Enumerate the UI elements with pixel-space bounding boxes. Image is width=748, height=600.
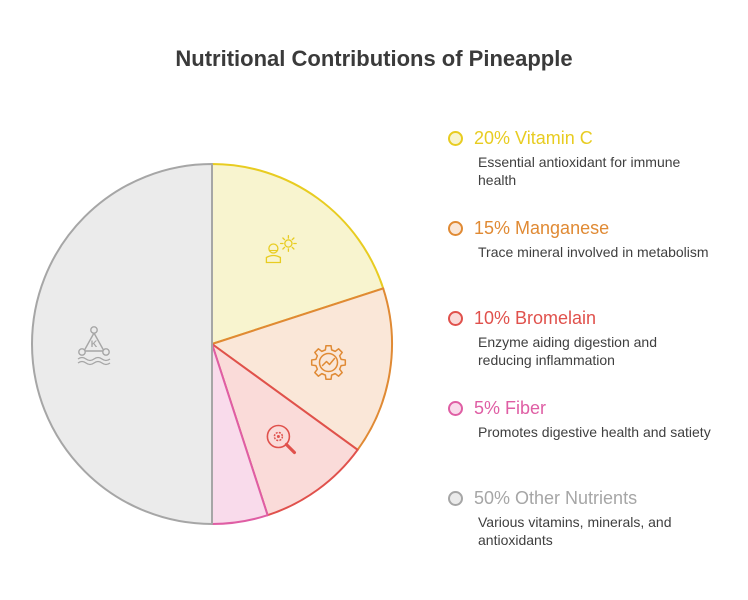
legend-item-manganese: 15% Manganese Trace mineral involved in …	[448, 216, 738, 261]
sun-person-icon	[265, 235, 297, 264]
legend-swatch	[448, 220, 463, 236]
legend-item-other-nutrients: 50% Other Nutrients Various vitamins, mi…	[448, 486, 738, 549]
legend-swatch	[448, 490, 463, 506]
legend-swatch	[448, 400, 463, 416]
legend-label: 10% Bromelain	[474, 307, 597, 328]
legend-description: Trace mineral involved in metabolism	[478, 244, 709, 260]
legend-swatch	[448, 310, 463, 326]
legend-description: Promotes digestive health and satiety	[478, 424, 711, 440]
legend-description: Various vitamins, minerals, and antioxid…	[478, 514, 672, 548]
legend-swatch	[448, 130, 463, 146]
legend-label: 5% Fiber	[474, 397, 547, 418]
legend-item-fiber: 5% Fiber Promotes digestive health and s…	[448, 396, 738, 441]
magnifier-gear-icon	[266, 424, 296, 455]
legend-label: 15% Manganese	[474, 217, 610, 238]
gear-chart-icon	[310, 344, 347, 381]
pie-slice-3	[211, 343, 359, 517]
legend-description: Enzyme aiding digestion and reducing inf…	[478, 334, 658, 368]
svg-text:K: K	[91, 339, 98, 349]
pie-slice-1	[211, 163, 385, 345]
chart-title: Nutritional Contributions of Pineapple	[175, 46, 573, 71]
legend-label: 20% Vitamin C	[474, 127, 593, 148]
legend-item-bromelain: 10% Bromelain Enzyme aiding digestion an…	[448, 306, 738, 369]
legend-description: Essential antioxidant for immune health	[478, 154, 681, 188]
legend-label: 50% Other Nutrients	[474, 487, 638, 508]
pie-slice-2	[211, 287, 393, 451]
legend-item-vitamin-c: 20% Vitamin C Essential antioxidant for …	[448, 126, 738, 189]
molecule-icon: K	[77, 326, 111, 366]
pie-slice-5	[31, 163, 213, 525]
